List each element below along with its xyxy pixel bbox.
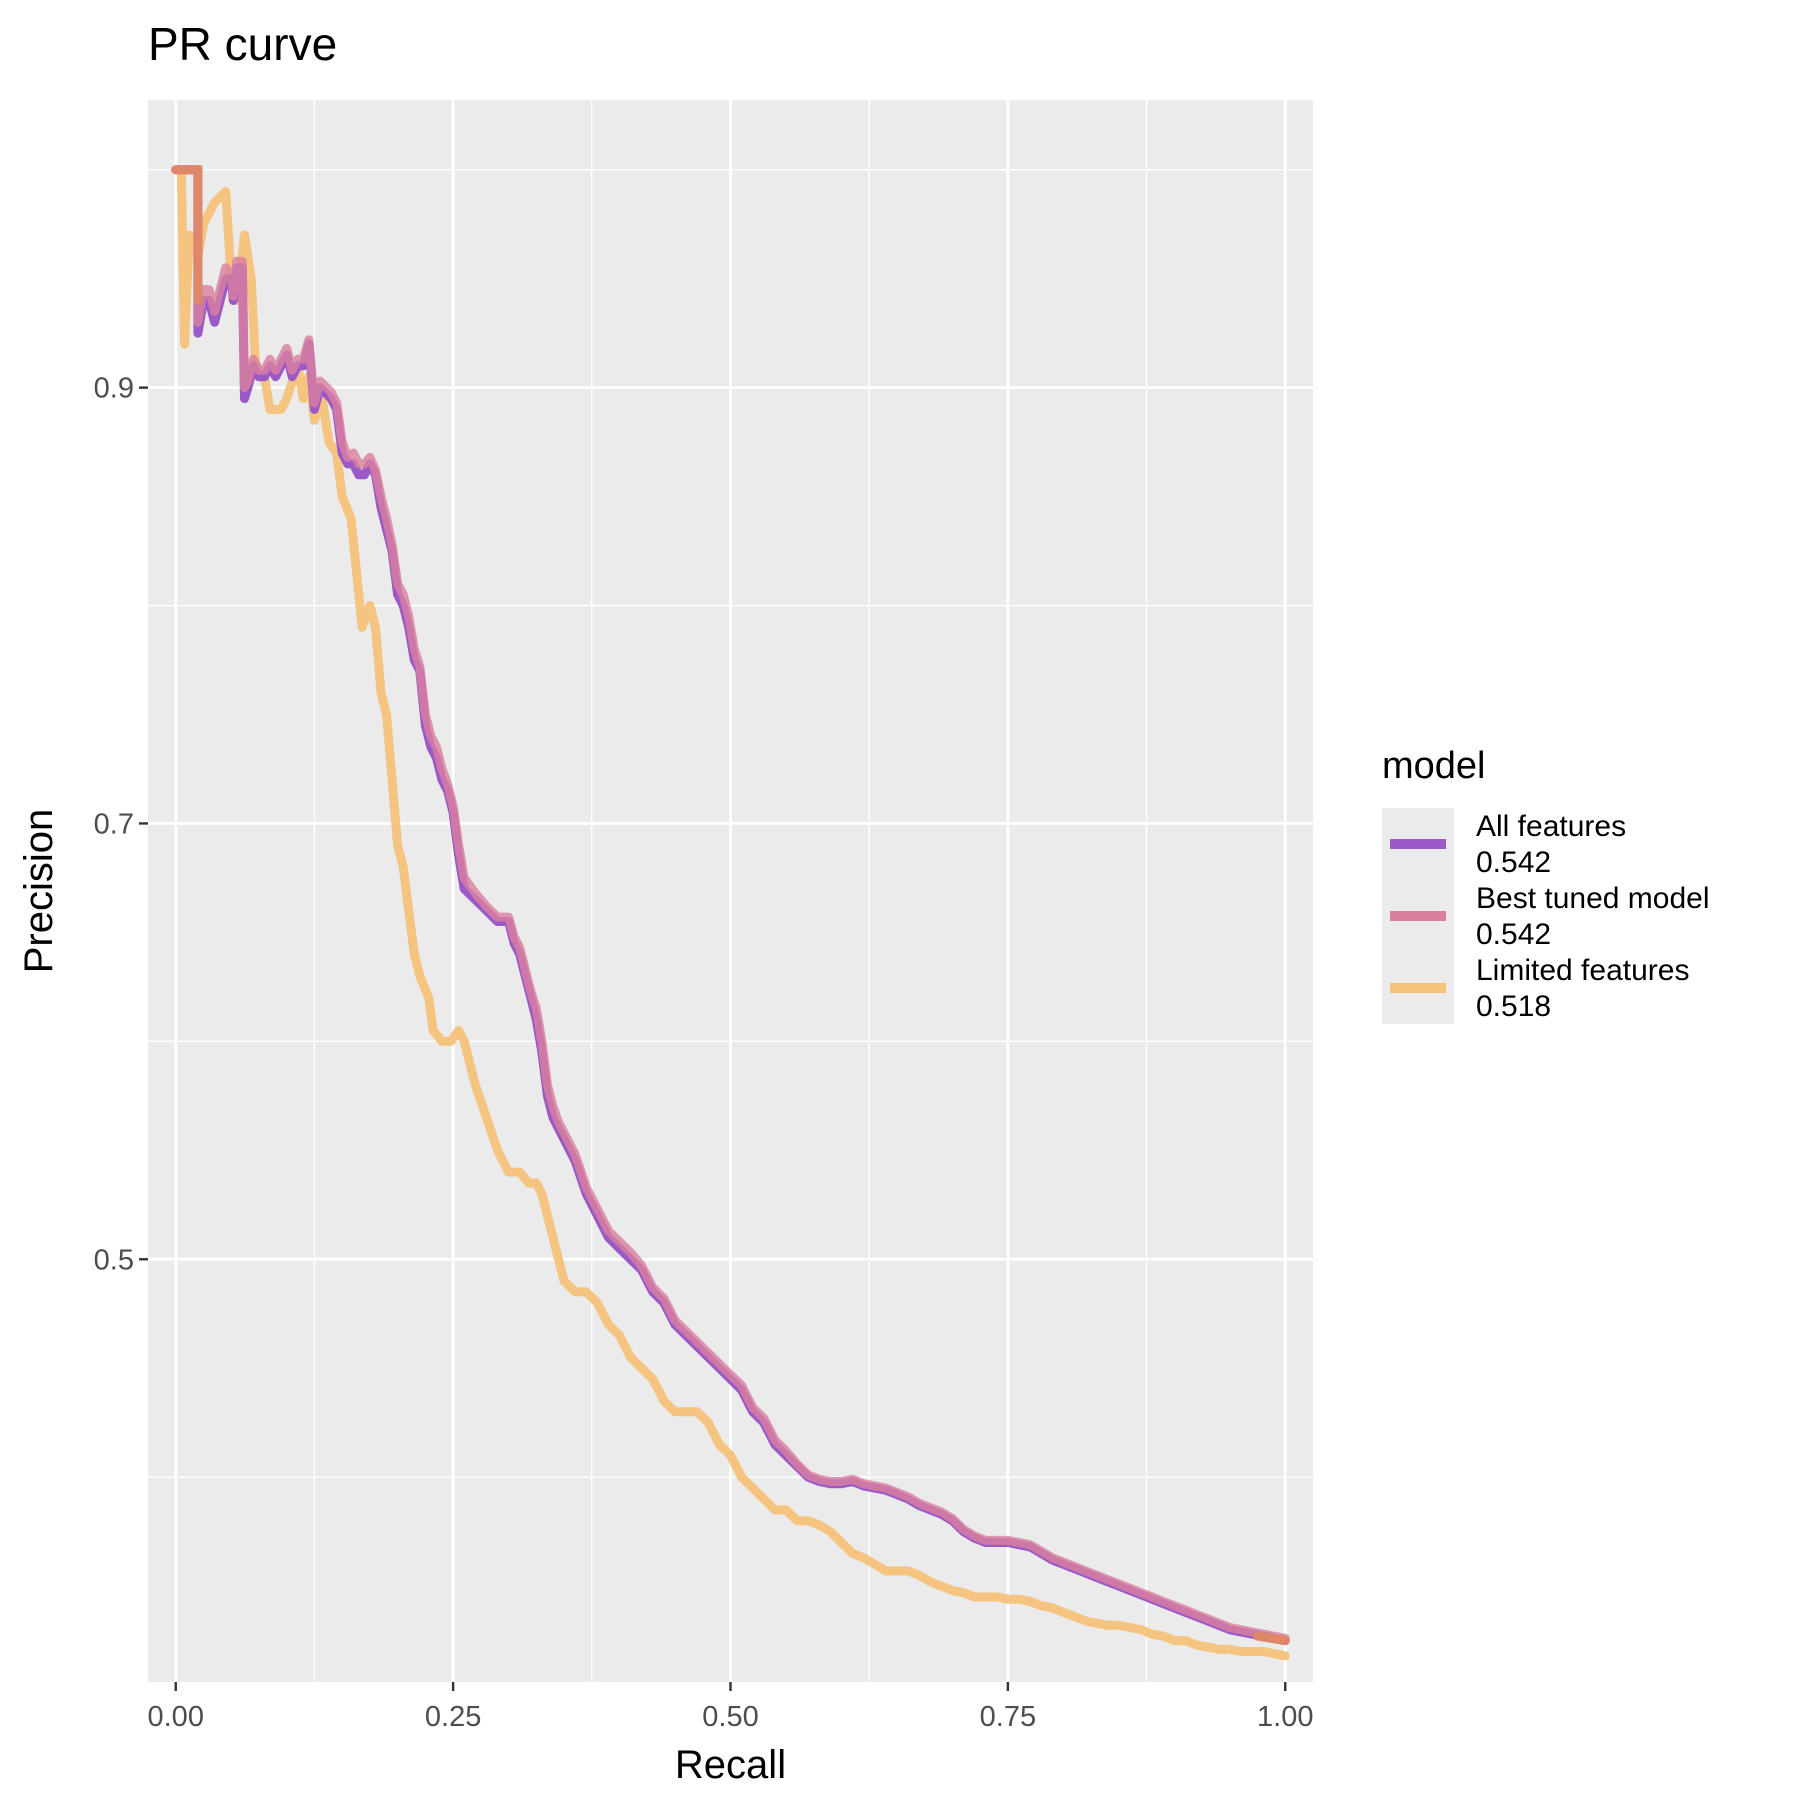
x-axis: 0.00 0.25 0.50 0.75 1.00 bbox=[148, 1682, 1313, 1733]
series-layer bbox=[171, 165, 1290, 1661]
chart-title: PR curve bbox=[148, 18, 337, 70]
legend-label-3: Limited features bbox=[1476, 954, 1689, 987]
legend-value-1: 0.542 bbox=[1476, 846, 1551, 879]
y-axis-title: Precision bbox=[17, 809, 61, 974]
legend-title: model bbox=[1382, 745, 1486, 787]
x-tick-label: 0.00 bbox=[148, 1701, 204, 1733]
series-line-limited-features bbox=[171, 165, 1290, 1661]
grid-major bbox=[148, 100, 1313, 1682]
y-axis: 0.5 0.7 0.9 bbox=[94, 373, 148, 1276]
x-axis-title: Recall bbox=[675, 1743, 786, 1787]
legend-label-2: Best tuned model bbox=[1476, 882, 1709, 915]
y-tick-label: 0.9 bbox=[94, 373, 134, 405]
series-start-segment bbox=[171, 165, 203, 305]
series-end-segment bbox=[1253, 1631, 1290, 1646]
legend-label-1: All features bbox=[1476, 810, 1626, 843]
x-tick-label: 0.75 bbox=[980, 1701, 1036, 1733]
x-tick-label: 1.00 bbox=[1257, 1701, 1313, 1733]
legend-value-2: 0.542 bbox=[1476, 918, 1551, 951]
series-line-best-tuned-model bbox=[171, 165, 1290, 1643]
y-tick-label: 0.7 bbox=[94, 808, 134, 840]
legend-value-3: 0.518 bbox=[1476, 990, 1551, 1023]
y-tick-label: 0.5 bbox=[94, 1244, 134, 1276]
x-tick-label: 0.50 bbox=[702, 1701, 758, 1733]
x-tick-label: 0.25 bbox=[425, 1701, 481, 1733]
